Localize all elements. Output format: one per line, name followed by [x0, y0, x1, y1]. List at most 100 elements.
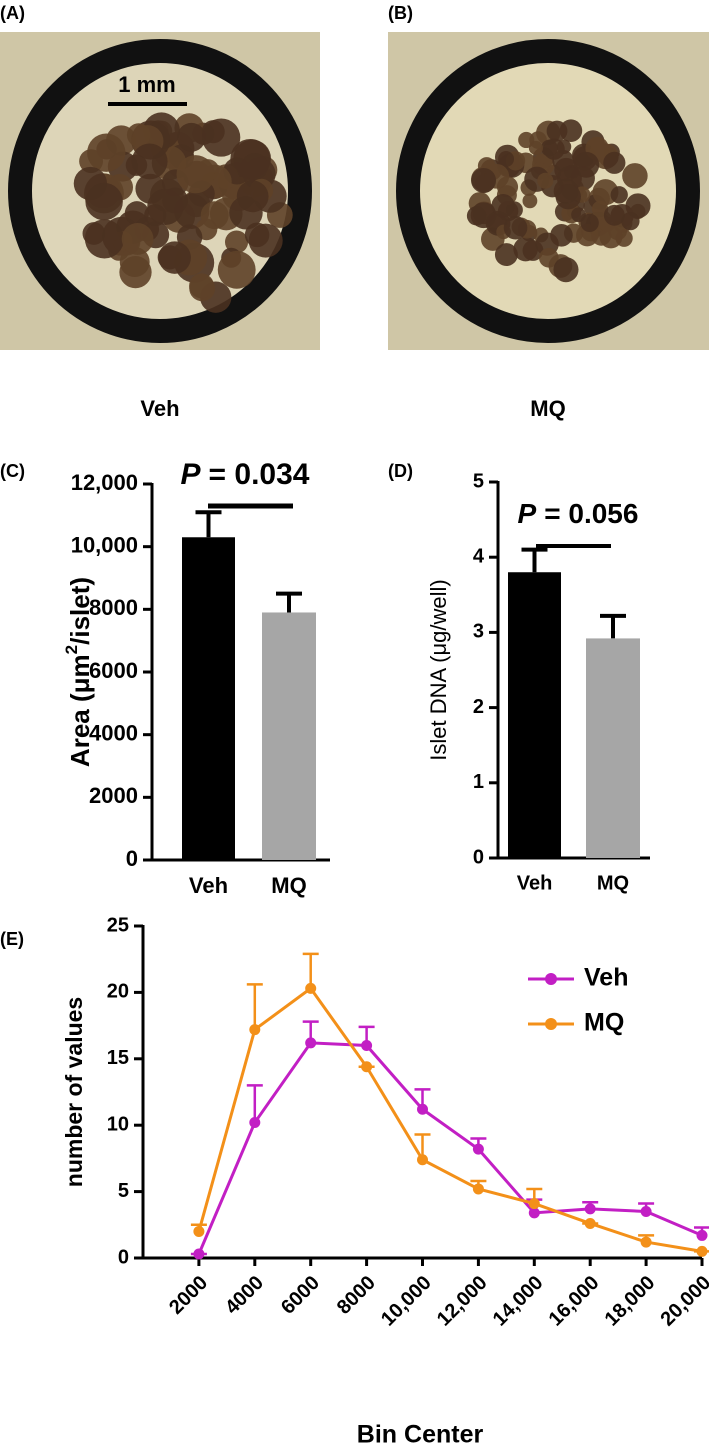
photo-caption: MQ	[530, 396, 565, 421]
error-bar	[195, 510, 222, 538]
bar	[182, 537, 235, 860]
islet	[552, 149, 574, 172]
y-tick-label: 2	[473, 696, 484, 718]
point	[584, 1217, 596, 1229]
error-bar	[246, 1084, 263, 1123]
islet	[610, 186, 628, 204]
error-bar	[521, 547, 548, 573]
islet	[573, 151, 600, 178]
islet	[121, 223, 154, 255]
islet	[528, 140, 543, 155]
islet	[580, 213, 599, 233]
x-tick-label: 12,000	[433, 1272, 492, 1331]
point	[696, 1229, 708, 1241]
panel-label: (B)	[388, 3, 413, 23]
point	[305, 1037, 317, 1049]
panel-label: (C)	[0, 461, 25, 481]
y-tick-label: 10	[107, 1113, 129, 1135]
p-symbol: P	[181, 458, 202, 491]
error-bar	[302, 952, 319, 989]
error-bar	[246, 983, 263, 1030]
x-tick-label: 8000	[333, 1272, 380, 1319]
islet	[537, 172, 554, 189]
x-tick-label: 2000	[165, 1272, 212, 1319]
islet	[158, 241, 191, 274]
y-axis-label: Area (μm2/islet)	[62, 577, 95, 767]
islet	[217, 250, 256, 289]
x-tick-label: 6000	[277, 1272, 324, 1319]
islet	[555, 183, 581, 210]
islet	[503, 215, 528, 240]
islet	[84, 219, 125, 259]
y-tick-label: 5	[118, 1180, 129, 1202]
y-tick-label: 4000	[89, 720, 138, 745]
x-tick-label: 18,000	[601, 1272, 660, 1331]
y-tick-label: 8000	[89, 595, 138, 620]
p-text: = 0.034	[209, 458, 310, 491]
islet	[556, 139, 572, 154]
islet	[494, 243, 518, 267]
bar	[262, 612, 316, 860]
point	[528, 1198, 540, 1210]
y-label-part: /islet)	[65, 577, 95, 645]
islet	[622, 163, 648, 189]
islet	[176, 155, 215, 194]
islet	[119, 247, 150, 277]
islet	[244, 222, 270, 248]
y-tick-label: 10,000	[71, 532, 138, 557]
islet	[147, 188, 184, 225]
y-axis-label: number of values	[61, 997, 87, 1187]
islet	[466, 206, 487, 226]
islet	[621, 211, 640, 231]
islet	[522, 193, 538, 209]
islet	[236, 180, 269, 213]
y-axis-label: Islet DNA (μg/well)	[426, 579, 451, 760]
x-tick-label: 14,000	[489, 1272, 548, 1331]
islet	[513, 236, 538, 262]
y-tick-label: 4	[473, 545, 485, 567]
legend-label: Veh	[584, 964, 628, 992]
bar	[508, 572, 561, 858]
islet	[546, 120, 568, 142]
x-tick-label: 10,000	[377, 1272, 436, 1331]
point	[361, 1040, 373, 1052]
y-label-sup: 2	[62, 645, 81, 654]
photo-a	[0, 32, 320, 350]
legend-marker	[545, 973, 557, 985]
x-tick-label: Veh	[517, 872, 553, 894]
y-tick-label: 0	[126, 846, 138, 871]
point	[417, 1154, 428, 1166]
y-label-part: Area (μm	[65, 654, 95, 767]
panel-label: (E)	[0, 929, 24, 949]
y-tick-label: 25	[107, 914, 129, 936]
panel-label: (D)	[388, 461, 413, 481]
point	[696, 1245, 708, 1257]
x-tick-label: Veh	[189, 873, 228, 898]
photo-b	[388, 32, 709, 350]
islet	[200, 201, 229, 230]
islet	[471, 167, 497, 193]
islet	[201, 120, 225, 144]
islet	[603, 204, 625, 226]
x-tick-label: MQ	[271, 873, 306, 898]
point	[417, 1103, 428, 1115]
islet	[498, 151, 515, 167]
legend-marker	[545, 1018, 557, 1030]
point	[528, 1207, 540, 1219]
islet	[189, 273, 214, 299]
y-tick-label: 20	[107, 981, 129, 1003]
series-line	[197, 986, 703, 1253]
point	[249, 1024, 261, 1036]
point	[305, 982, 317, 994]
islet	[603, 151, 626, 174]
point	[361, 1061, 373, 1073]
islet	[85, 182, 123, 221]
y-tick-label: 2000	[89, 783, 138, 808]
y-tick-label: 6000	[89, 658, 138, 683]
point	[640, 1206, 652, 1218]
y-tick-label: 15	[107, 1047, 129, 1069]
islet	[241, 153, 269, 180]
p-value: P = 0.034	[181, 458, 310, 491]
p-value: P = 0.056	[518, 498, 639, 529]
